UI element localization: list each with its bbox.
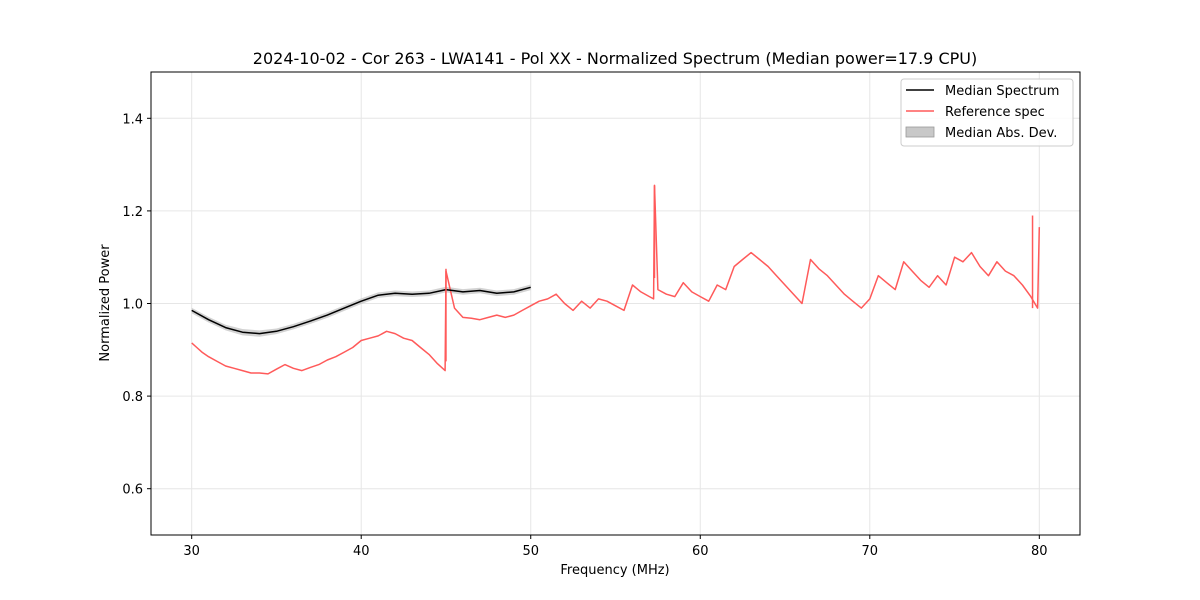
y-tick-label: 0.8 bbox=[122, 390, 143, 405]
x-tick-label: 80 bbox=[1031, 544, 1048, 559]
x-tick-label: 60 bbox=[692, 544, 709, 559]
x-axis-label: Frequency (MHz) bbox=[560, 563, 669, 578]
reference-spec-line bbox=[191, 184, 1041, 375]
median-spectrum-line bbox=[191, 286, 531, 335]
legend: Median Spectrum Reference spec Median Ab… bbox=[900, 78, 1074, 147]
legend-reference-label: Reference spec bbox=[945, 105, 1045, 120]
y-tick-label: 0.6 bbox=[122, 483, 143, 498]
legend-box bbox=[900, 78, 1074, 147]
series-layer bbox=[191, 184, 1041, 375]
y-axis-ticks: 0.6 0.8 1.0 1.2 1.4 bbox=[122, 112, 151, 498]
x-axis-ticks: 30 40 50 60 70 80 bbox=[183, 535, 1048, 559]
y-tick-label: 1.4 bbox=[122, 112, 143, 127]
x-tick-label: 70 bbox=[862, 544, 879, 559]
x-tick-label: 50 bbox=[522, 544, 539, 559]
legend-mad-label: Median Abs. Dev. bbox=[945, 126, 1057, 141]
y-tick-label: 1.0 bbox=[122, 298, 143, 313]
y-axis-label: Normalized Power bbox=[98, 244, 113, 362]
x-tick-label: 30 bbox=[183, 544, 200, 559]
legend-median-label: Median Spectrum bbox=[945, 84, 1059, 99]
x-tick-label: 40 bbox=[353, 544, 370, 559]
legend-mad-swatch bbox=[905, 126, 935, 138]
y-tick-label: 1.2 bbox=[122, 205, 143, 220]
chart-title: 2024-10-02 - Cor 263 - LWA141 - Pol XX -… bbox=[253, 49, 977, 68]
